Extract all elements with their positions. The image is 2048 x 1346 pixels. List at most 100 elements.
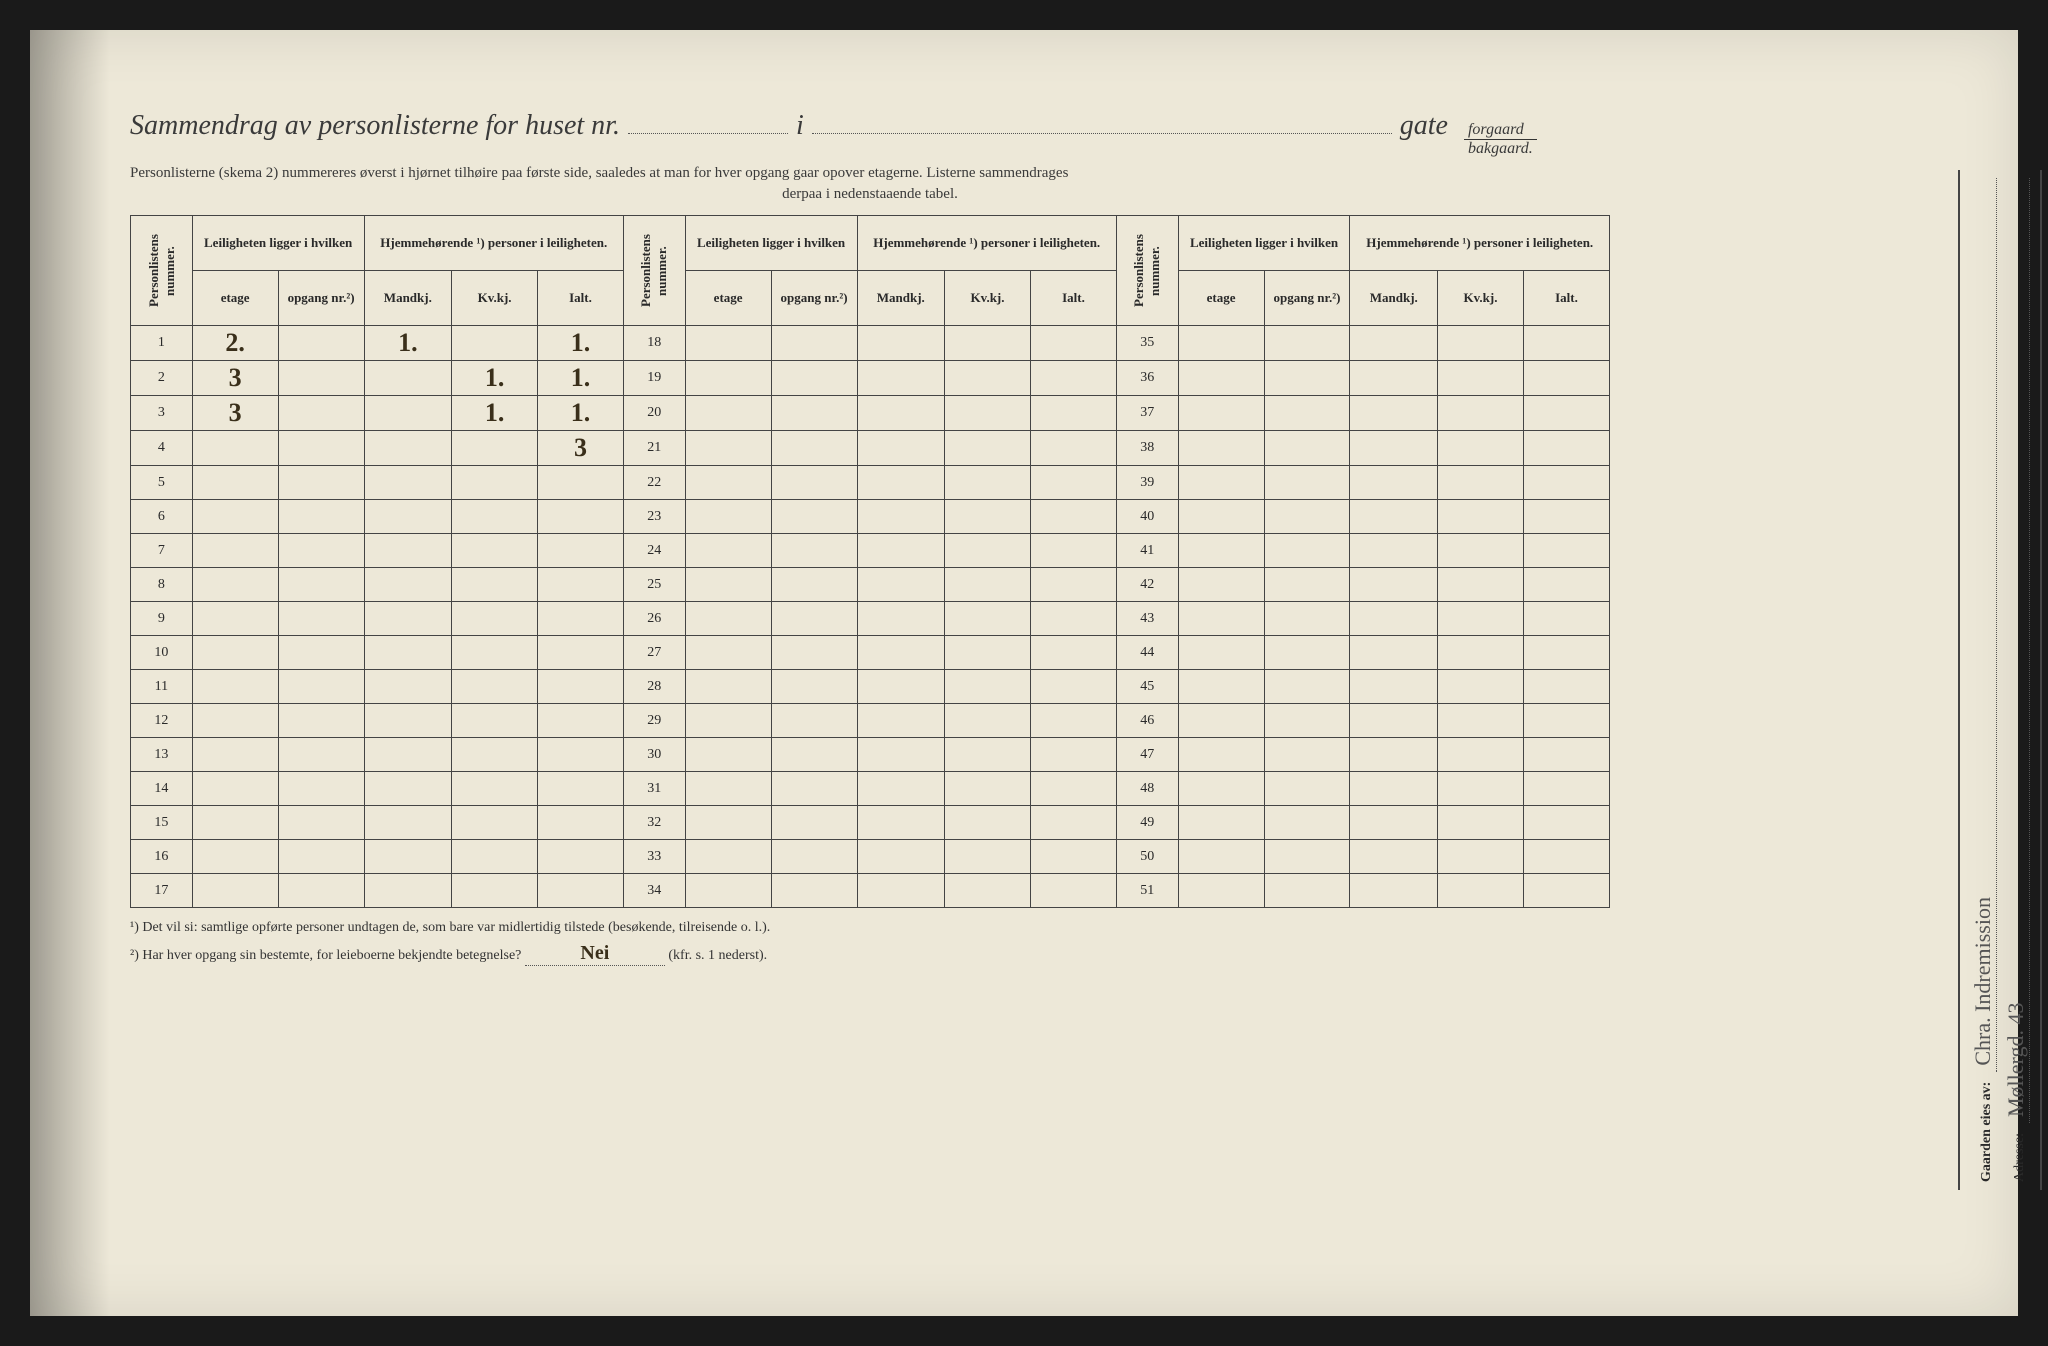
table-cell [685,602,771,636]
footnotes: ¹) Det vil si: samtlige opførte personer… [130,920,1610,966]
table-row: 331.1.2037 [131,396,1610,431]
th-personlistens-a: Personlistens nummer. [131,216,193,326]
row-number: 29 [623,704,685,738]
table-cell [1264,772,1350,806]
row-number: 30 [623,738,685,772]
table-cell [1031,534,1117,568]
row-number: 16 [131,840,193,874]
table-cell [364,806,452,840]
table-cell [1438,670,1524,704]
table-cell [452,568,538,602]
table-cell [771,326,857,361]
table-cell [771,806,857,840]
table-cell [192,534,278,568]
row-number: 50 [1116,840,1178,874]
table-cell [452,500,538,534]
table-cell [538,806,624,840]
th-etage-c: etage [1178,271,1264,326]
table-cell: 1. [452,396,538,431]
row-number: 31 [623,772,685,806]
table-cell [945,874,1031,908]
table-cell [364,500,452,534]
th-leilighet-c: Leiligheten ligger i hvilken [1178,216,1350,271]
row-number: 49 [1116,806,1178,840]
table-cell [857,636,945,670]
table-cell [192,806,278,840]
table-cell [1438,534,1524,568]
row-number: 45 [1116,670,1178,704]
table-cell [685,840,771,874]
table-cell [857,326,945,361]
table-cell [945,534,1031,568]
row-number: 34 [623,874,685,908]
table-cell [1178,500,1264,534]
table-cell [945,326,1031,361]
table-cell [1350,874,1438,908]
row-number: 13 [131,738,193,772]
table-cell [945,806,1031,840]
title-prefix: Sammendrag av personlisterne for huset n… [130,110,620,142]
row-number: 21 [623,431,685,466]
table-cell [364,534,452,568]
table-cell [192,602,278,636]
table-cell [685,636,771,670]
table-cell [278,396,364,431]
row-number: 24 [623,534,685,568]
table-cell [452,874,538,908]
table-cell [538,500,624,534]
table-cell [452,806,538,840]
blank-street [812,133,1392,134]
table-cell [1350,636,1438,670]
table-cell [771,772,857,806]
table-cell [1438,806,1524,840]
table-cell: 1. [364,326,452,361]
table-row: 163350 [131,840,1610,874]
table-cell [1031,602,1117,636]
table-cell [278,602,364,636]
table-cell [857,568,945,602]
table-cell [771,670,857,704]
row-number: 40 [1116,500,1178,534]
table-cell [278,874,364,908]
main-content: Sammendrag av personlisterne for huset n… [130,110,1610,972]
th-kvkj-a: Kv.kj. [452,271,538,326]
table-row: 62340 [131,500,1610,534]
table-cell [1264,670,1350,704]
table-cell [1178,431,1264,466]
table-cell [771,738,857,772]
table-cell [1523,466,1609,500]
table-cell: 1. [452,361,538,396]
table-cell [685,806,771,840]
table-cell [538,772,624,806]
table-cell [1264,874,1350,908]
table-cell [685,772,771,806]
row-number: 18 [623,326,685,361]
row-number: 32 [623,806,685,840]
table-cell [1264,568,1350,602]
table-row: 133047 [131,738,1610,772]
table-cell [1438,704,1524,738]
table-cell [1031,568,1117,602]
table-cell [1438,738,1524,772]
row-number: 26 [623,602,685,636]
table-cell [538,874,624,908]
table-cell: 3 [192,361,278,396]
table-cell [1178,361,1264,396]
row-number: 14 [131,772,193,806]
th-leilighet-a: Leiligheten ligger i hvilken [192,216,364,271]
table-cell [857,704,945,738]
table-cell [1178,840,1264,874]
table-cell [452,704,538,738]
th-personlistens-c: Personlistens nummer. [1116,216,1178,326]
table-cell [278,361,364,396]
table-cell: 1. [538,396,624,431]
table-cell [1438,466,1524,500]
row-number: 9 [131,602,193,636]
table-cell [1031,361,1117,396]
table-row: 52239 [131,466,1610,500]
table-cell [1523,602,1609,636]
table-cell [1438,568,1524,602]
table-cell [278,636,364,670]
table-cell [1264,396,1350,431]
row-number: 20 [623,396,685,431]
